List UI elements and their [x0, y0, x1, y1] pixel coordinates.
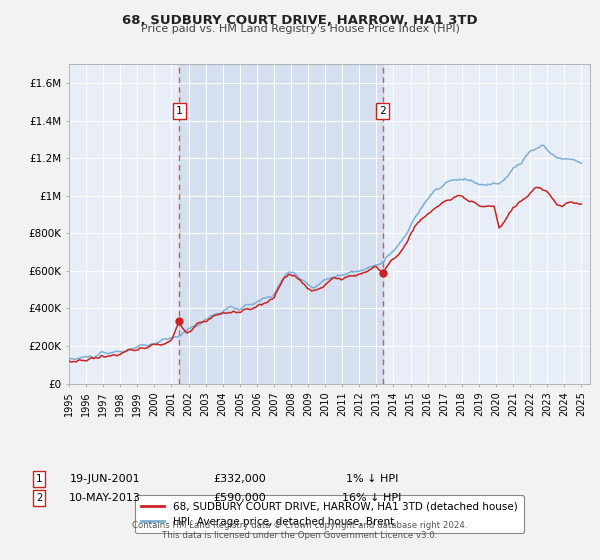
Text: This data is licensed under the Open Government Licence v3.0.: This data is licensed under the Open Gov…: [163, 531, 437, 540]
Text: Contains HM Land Registry data © Crown copyright and database right 2024.: Contains HM Land Registry data © Crown c…: [132, 521, 468, 530]
Text: 68, SUDBURY COURT DRIVE, HARROW, HA1 3TD: 68, SUDBURY COURT DRIVE, HARROW, HA1 3TD: [122, 14, 478, 27]
Bar: [179, 64, 383, 384]
Text: 19-JUN-2001: 19-JUN-2001: [70, 474, 140, 484]
Text: 10-MAY-2013: 10-MAY-2013: [69, 493, 141, 503]
Text: 2: 2: [36, 493, 42, 503]
Text: 1: 1: [36, 474, 42, 484]
Text: 1% ↓ HPI: 1% ↓ HPI: [346, 474, 398, 484]
Text: 1: 1: [176, 106, 183, 116]
Text: £590,000: £590,000: [214, 493, 266, 503]
Text: 2: 2: [379, 106, 386, 116]
Text: £332,000: £332,000: [214, 474, 266, 484]
Legend: 68, SUDBURY COURT DRIVE, HARROW, HA1 3TD (detached house), HPI: Average price, d: 68, SUDBURY COURT DRIVE, HARROW, HA1 3TD…: [135, 496, 524, 533]
Text: Price paid vs. HM Land Registry's House Price Index (HPI): Price paid vs. HM Land Registry's House …: [140, 24, 460, 34]
Text: 16% ↓ HPI: 16% ↓ HPI: [343, 493, 401, 503]
